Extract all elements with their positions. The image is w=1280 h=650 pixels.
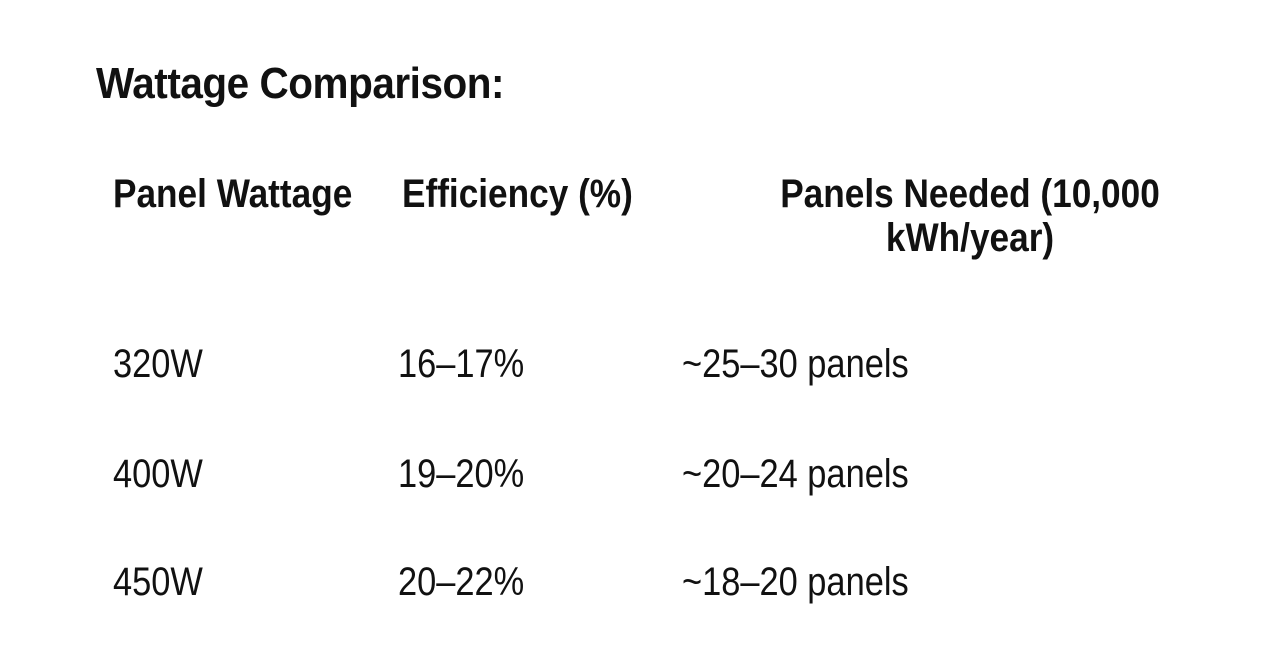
- cell-efficiency: 20–22%: [398, 560, 525, 604]
- section-title: Wattage Comparison:: [96, 59, 505, 108]
- cell-wattage: 320W: [113, 342, 203, 386]
- header-efficiency: Efficiency (%): [402, 172, 633, 216]
- cell-wattage: 400W: [113, 452, 203, 496]
- cell-efficiency: 19–20%: [398, 452, 525, 496]
- cell-efficiency: 16–17%: [398, 342, 525, 386]
- header-panels-needed: Panels Needed (10,000 kWh/year): [780, 172, 1160, 260]
- cell-panels-needed: ~20–24 panels: [682, 452, 909, 496]
- header-panel-wattage: Panel Wattage: [113, 172, 353, 216]
- cell-wattage: 450W: [113, 560, 203, 604]
- cell-panels-needed: ~18–20 panels: [682, 560, 909, 604]
- cell-panels-needed: ~25–30 panels: [682, 342, 909, 386]
